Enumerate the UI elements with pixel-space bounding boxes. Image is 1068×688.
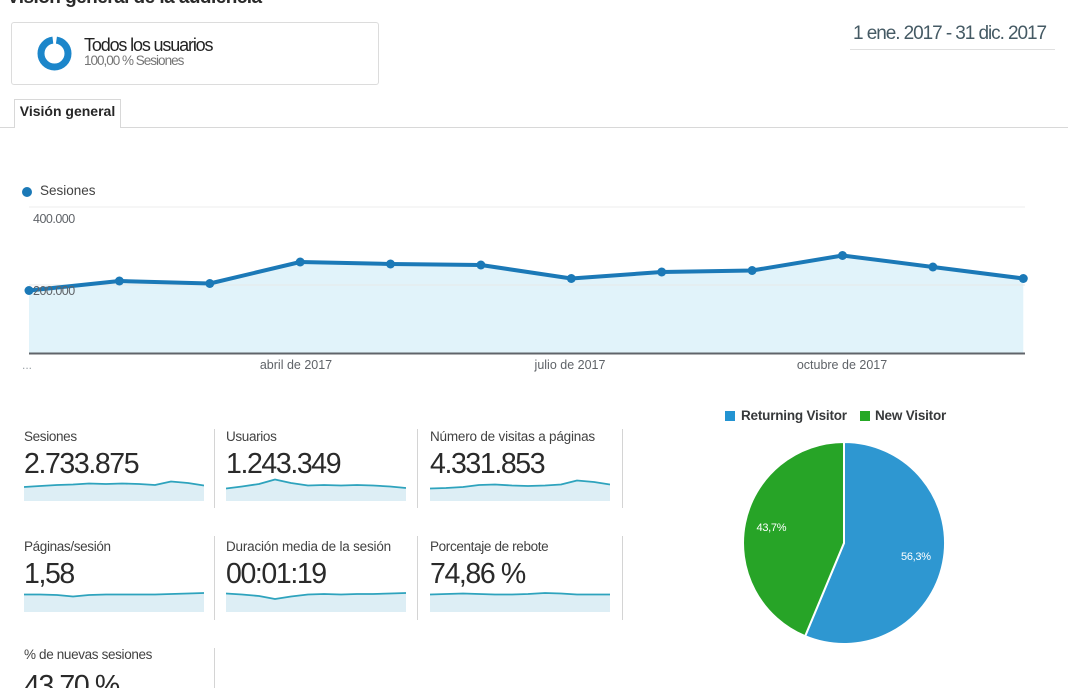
svg-text:43,7%: 43,7% — [757, 522, 787, 534]
svg-text:56,3%: 56,3% — [901, 551, 931, 563]
